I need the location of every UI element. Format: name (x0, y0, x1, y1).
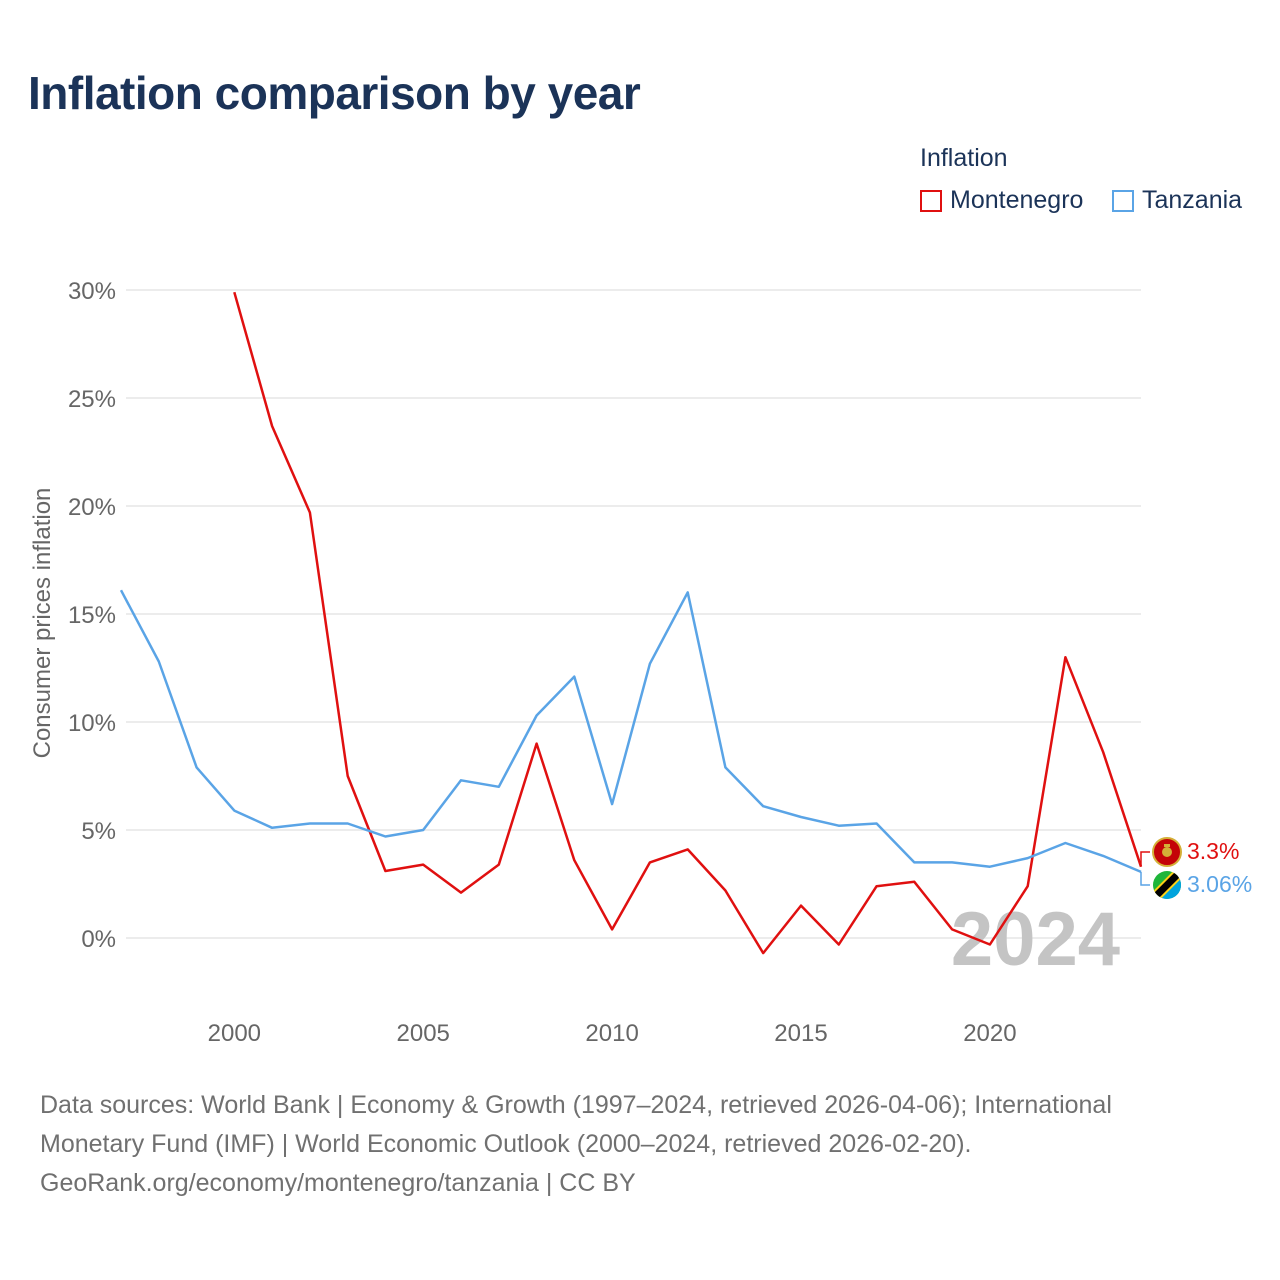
x-tick-label: 2020 (963, 1020, 1016, 1047)
footer-line-2: Monetary Fund (IMF) | World Economic Out… (40, 1130, 972, 1158)
x-tick-label: 2000 (208, 1020, 261, 1047)
x-tick-label: 2005 (397, 1020, 450, 1047)
x-axis-ticks: 2000 2005 2010 2015 2020 (208, 1020, 1017, 1047)
footer-line-1: Data sources: World Bank | Economy & Gro… (40, 1091, 1112, 1119)
y-tick-label: 10% (68, 710, 116, 737)
legend-swatch-tanzania (1112, 189, 1134, 212)
y-tick-label: 30% (68, 278, 116, 305)
legend-swatch-montenegro (920, 189, 942, 212)
tanzania-flag-icon (1153, 871, 1181, 899)
series-lines (119, 291, 1143, 955)
series-end-labels: 3.3% 3.06% (1140, 837, 1252, 899)
y-axis-ticks: 0% 5% 10% 15% 20% 25% 30% (68, 278, 116, 953)
y-tick-label: 15% (68, 602, 116, 629)
x-tick-label: 2015 (774, 1020, 827, 1047)
legend-label-tanzania: Tanzania (1142, 186, 1243, 214)
tanzania-connector (1140, 871, 1150, 886)
legend-item-montenegro[interactable]: Montenegro (920, 186, 1083, 215)
tanzania-end-label: 3.06% (1187, 871, 1252, 897)
y-tick-label: 25% (68, 386, 116, 413)
y-axis-label: Consumer prices inflation (29, 488, 56, 759)
montenegro-connector (1140, 851, 1150, 867)
chart-title: Inflation comparison by year (28, 67, 641, 119)
y-tick-label: 5% (81, 818, 116, 845)
data-sources-footer: Data sources: World Bank | Economy & Gro… (40, 1086, 1240, 1203)
y-tick-label: 20% (68, 494, 116, 521)
x-tick-label: 2010 (585, 1020, 638, 1047)
line-chart: 2024 0%5%10%15%20%25%30% 2000 2005 2010 201… (29, 278, 1252, 1047)
montenegro-end-label: 3.3% (1187, 838, 1239, 864)
legend-title: Inflation (920, 144, 1008, 172)
legend-label-montenegro: Montenegro (950, 186, 1084, 214)
footer-line-3[interactable]: GeoRank.org/economy/montenegro/tanzania … (40, 1169, 636, 1197)
montenegro-flag-icon (1152, 837, 1182, 867)
series-line-montenegro (233, 291, 1143, 955)
grid-lines (126, 289, 1141, 939)
legend-item-tanzania[interactable]: Tanzania (1112, 186, 1242, 215)
series-line-tanzania (119, 589, 1142, 874)
y-tick-label: 0% (81, 926, 116, 953)
